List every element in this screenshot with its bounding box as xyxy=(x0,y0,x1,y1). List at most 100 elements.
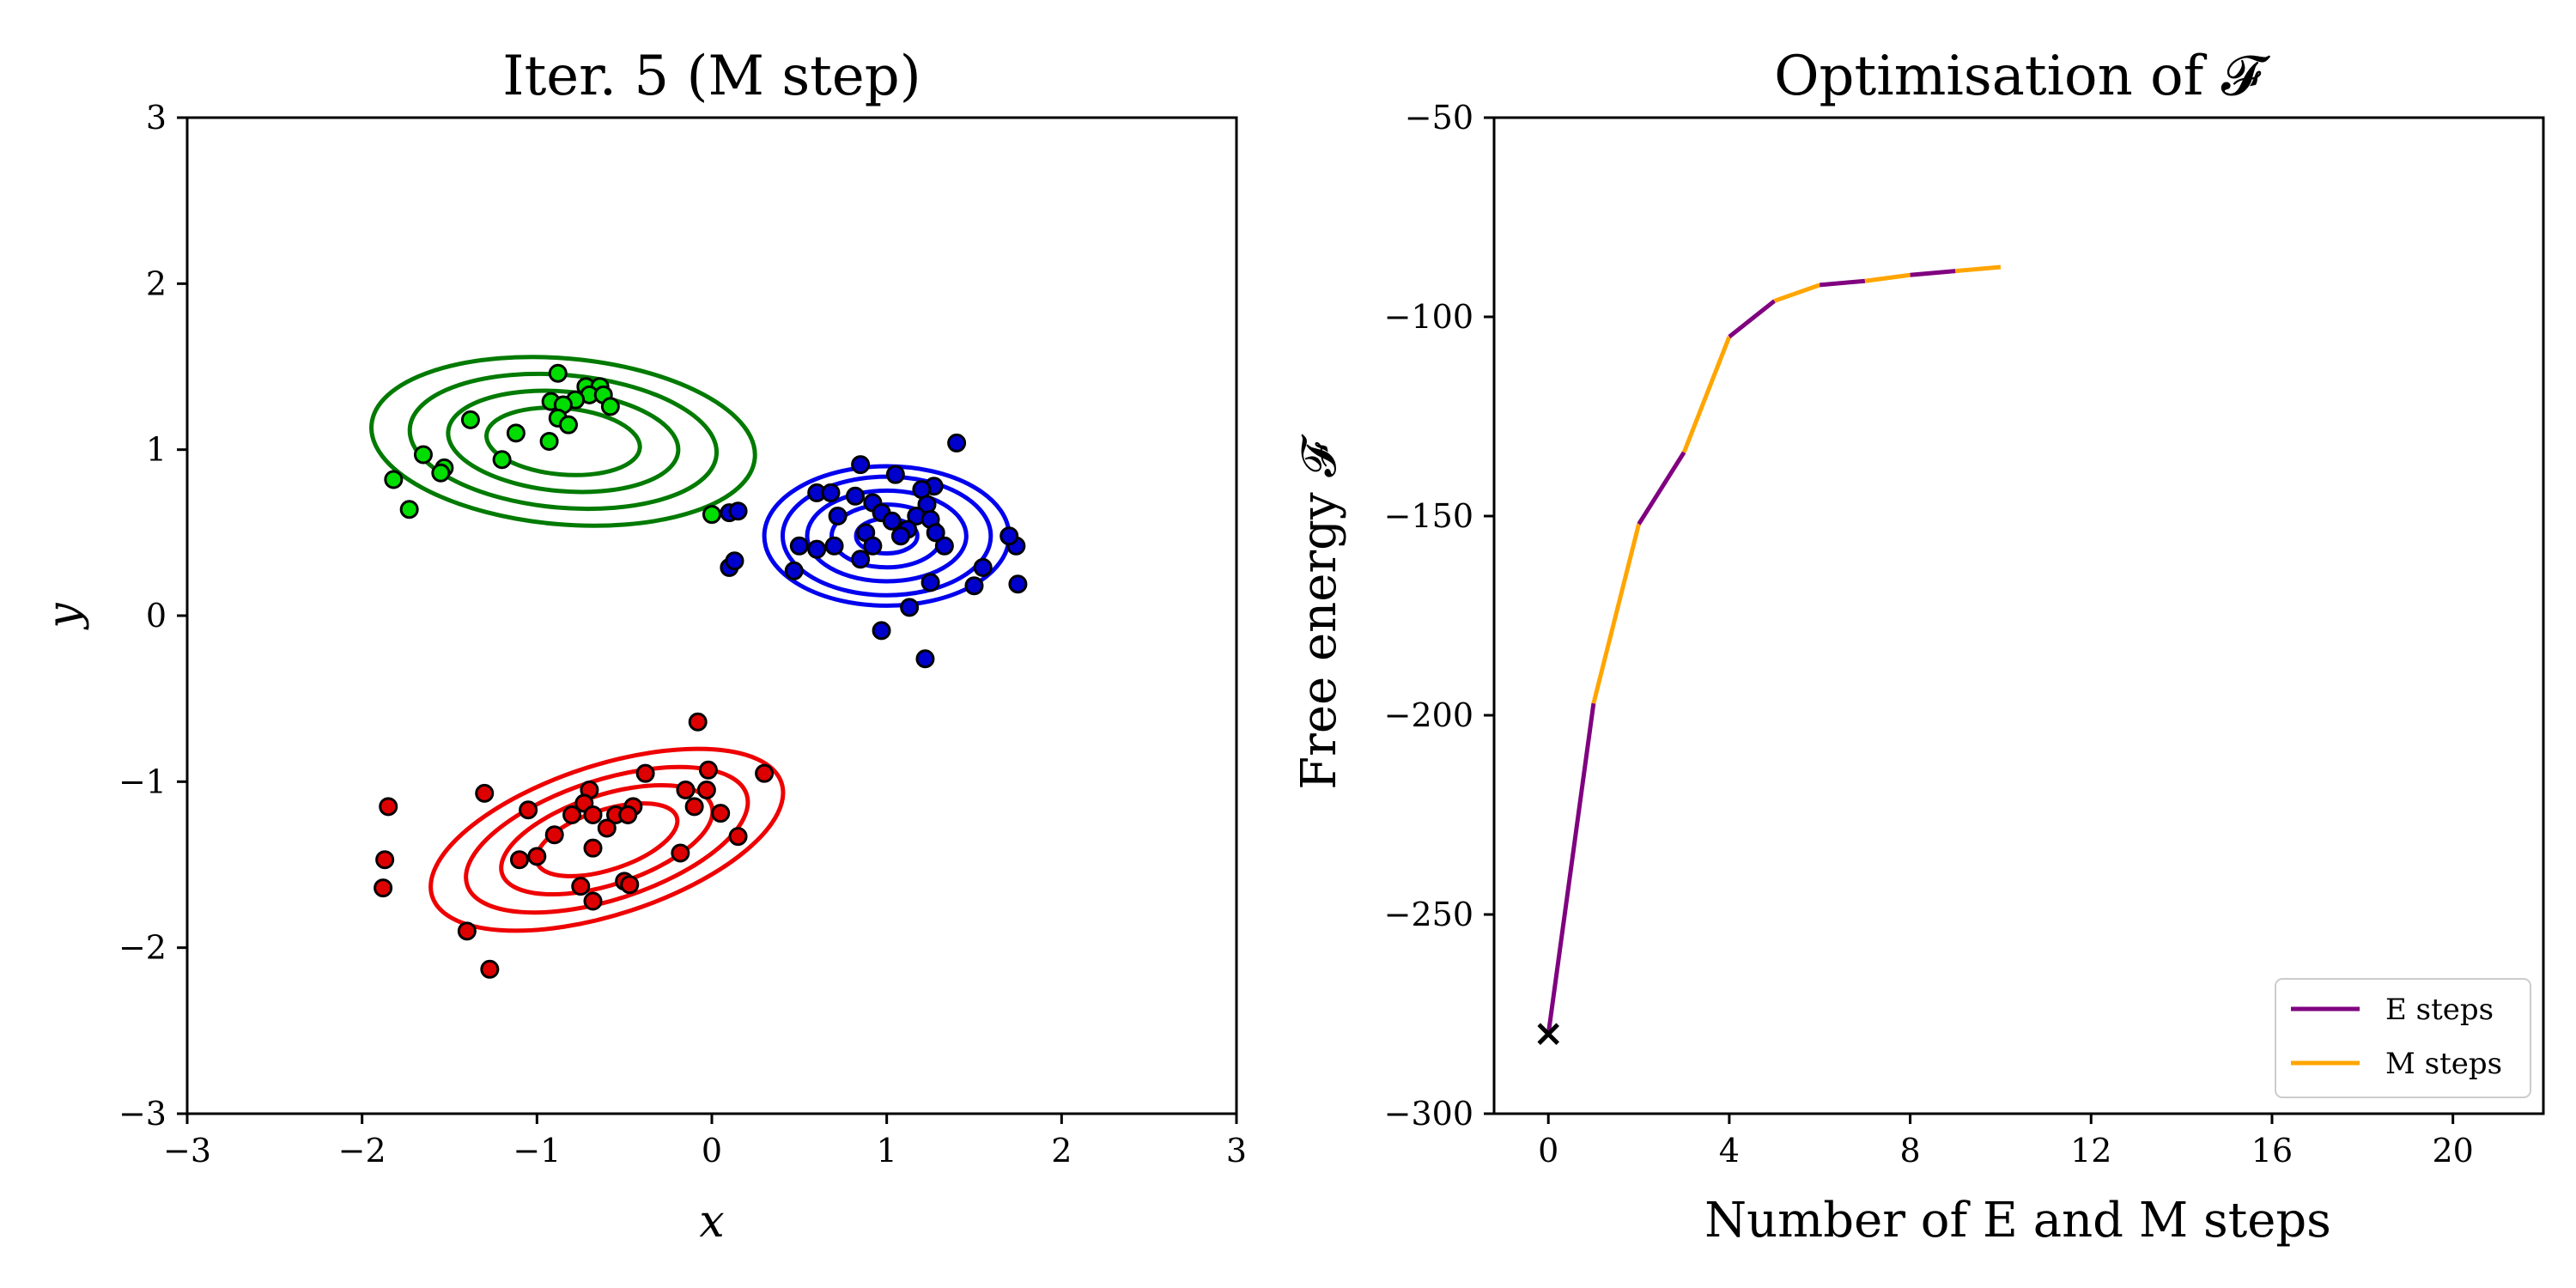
data-point-green xyxy=(548,363,568,383)
data-point-blue xyxy=(885,465,905,484)
contour-red xyxy=(428,746,786,933)
legend: E steps M steps xyxy=(2275,978,2531,1098)
m-step-segment xyxy=(1681,336,1732,453)
data-point-green xyxy=(600,397,620,416)
right-x-tick-label: 12 xyxy=(2070,1132,2111,1170)
legend-e-steps-label: E steps xyxy=(2385,993,2494,1027)
m-step-segment xyxy=(1591,523,1641,704)
data-point-blue xyxy=(824,536,844,556)
data-point-blue xyxy=(920,573,940,592)
right-y-tick-label: −200 xyxy=(1384,696,1473,734)
contour-green xyxy=(446,388,681,495)
data-point-blue xyxy=(821,483,841,502)
data-point-blue xyxy=(1008,574,1028,594)
left-y-tick-label: 1 xyxy=(146,431,167,469)
right-x-tick-label: 0 xyxy=(1538,1132,1558,1170)
data-point-green xyxy=(399,500,419,519)
left-x-axis-label: x xyxy=(699,1196,724,1248)
data-point-red xyxy=(635,763,655,783)
m-step-segment xyxy=(1955,264,2002,274)
right-x-tick-label: 16 xyxy=(2251,1132,2293,1170)
data-point-blue xyxy=(926,523,945,543)
data-point-red xyxy=(379,797,398,817)
right-y-tick-label: −250 xyxy=(1384,896,1473,933)
left-chart-title: Iter. 5 (M step) xyxy=(502,45,920,108)
data-point-blue xyxy=(828,507,848,526)
left-y-tick-label: 2 xyxy=(146,264,167,302)
legend-m-steps-label: M steps xyxy=(2385,1047,2502,1081)
left-chart: Iter. 5 (M step) −3 −2 −1 0 1 2 3 −3 −2 −1 0 1 2 3 x… xyxy=(39,45,1247,1248)
right-start-marker xyxy=(1537,1023,1559,1045)
data-point-blue xyxy=(789,536,809,556)
data-point-red xyxy=(620,875,640,895)
m-step-segment xyxy=(1864,272,1911,283)
data-point-red xyxy=(374,878,393,898)
data-point-blue xyxy=(851,455,871,475)
data-point-blue xyxy=(900,598,920,617)
e-step-segment xyxy=(1820,278,1866,288)
right-y-tick-label: −150 xyxy=(1384,497,1473,535)
data-point-red xyxy=(527,847,547,866)
right-y-tick-label: −100 xyxy=(1384,298,1473,336)
left-x-tick-label: −2 xyxy=(338,1132,386,1170)
right-x-axis-label: Number of E and M steps xyxy=(1704,1193,2331,1249)
data-point-blue xyxy=(934,536,954,556)
data-point-blue xyxy=(915,649,935,669)
data-point-red xyxy=(684,797,704,817)
data-point-red xyxy=(544,825,564,845)
data-point-blue xyxy=(728,501,748,521)
data-point-green xyxy=(492,450,512,470)
left-y-tick-label: −2 xyxy=(118,929,167,967)
left-y-tick-label: −3 xyxy=(118,1095,167,1133)
data-point-green xyxy=(506,423,526,443)
data-point-red xyxy=(597,818,617,838)
data-point-green xyxy=(460,410,480,429)
data-point-red xyxy=(475,783,495,803)
left-plot-frame xyxy=(185,116,1238,1115)
right-plot-frame xyxy=(1492,116,2545,1115)
data-point-red xyxy=(711,804,731,823)
left-y-tick-label: 3 xyxy=(146,99,167,137)
left-x-tick-label: 3 xyxy=(1226,1132,1247,1170)
data-point-blue xyxy=(807,539,827,559)
contour-green xyxy=(369,355,757,528)
data-point-blue xyxy=(846,486,866,506)
e-step-segment xyxy=(1637,451,1686,526)
data-point-blue xyxy=(890,526,910,546)
left-x-tick-label: 0 xyxy=(702,1132,722,1170)
right-x-tick-label: 8 xyxy=(1899,1132,1920,1170)
data-point-red xyxy=(755,763,775,783)
contour-blue xyxy=(805,488,969,584)
left-y-axis-label: y xyxy=(39,603,90,630)
start-x-marker xyxy=(1537,1023,1559,1045)
data-point-red xyxy=(457,921,477,941)
data-point-blue xyxy=(863,536,883,556)
data-point-green xyxy=(384,470,404,489)
data-point-green xyxy=(539,432,559,451)
data-point-red xyxy=(509,850,529,870)
data-point-red xyxy=(583,891,603,911)
right-series-lines xyxy=(1546,264,2002,1035)
data-point-red xyxy=(571,877,591,896)
data-point-red xyxy=(519,800,538,820)
data-point-blue xyxy=(784,561,804,580)
data-point-blue xyxy=(872,621,891,641)
data-point-green xyxy=(558,415,578,434)
right-x-tick-label: 20 xyxy=(2432,1132,2473,1170)
data-point-blue xyxy=(964,576,984,596)
e-step-segment xyxy=(1546,702,1596,1035)
right-chart: Optimisation of 𝓕 0 4 8 12 16 20 −50−100−150−… xyxy=(1291,45,2545,1249)
data-point-red xyxy=(583,838,603,858)
data-point-green xyxy=(413,445,433,465)
data-point-blue xyxy=(725,551,744,571)
data-point-red xyxy=(698,760,718,780)
data-point-blue xyxy=(947,433,967,453)
data-point-blue xyxy=(973,557,993,577)
right-y-ticks: −50 −100 −150 −200 −250 −300 xyxy=(1384,99,1494,1133)
right-y-tick-label: −50 xyxy=(1405,99,1473,137)
data-point-red xyxy=(583,805,603,824)
start-marker-stroke xyxy=(1537,1023,1559,1045)
left-x-ticks: −3 −2 −1 0 1 2 3 xyxy=(163,1114,1247,1170)
left-y-tick-label: −1 xyxy=(118,762,167,800)
